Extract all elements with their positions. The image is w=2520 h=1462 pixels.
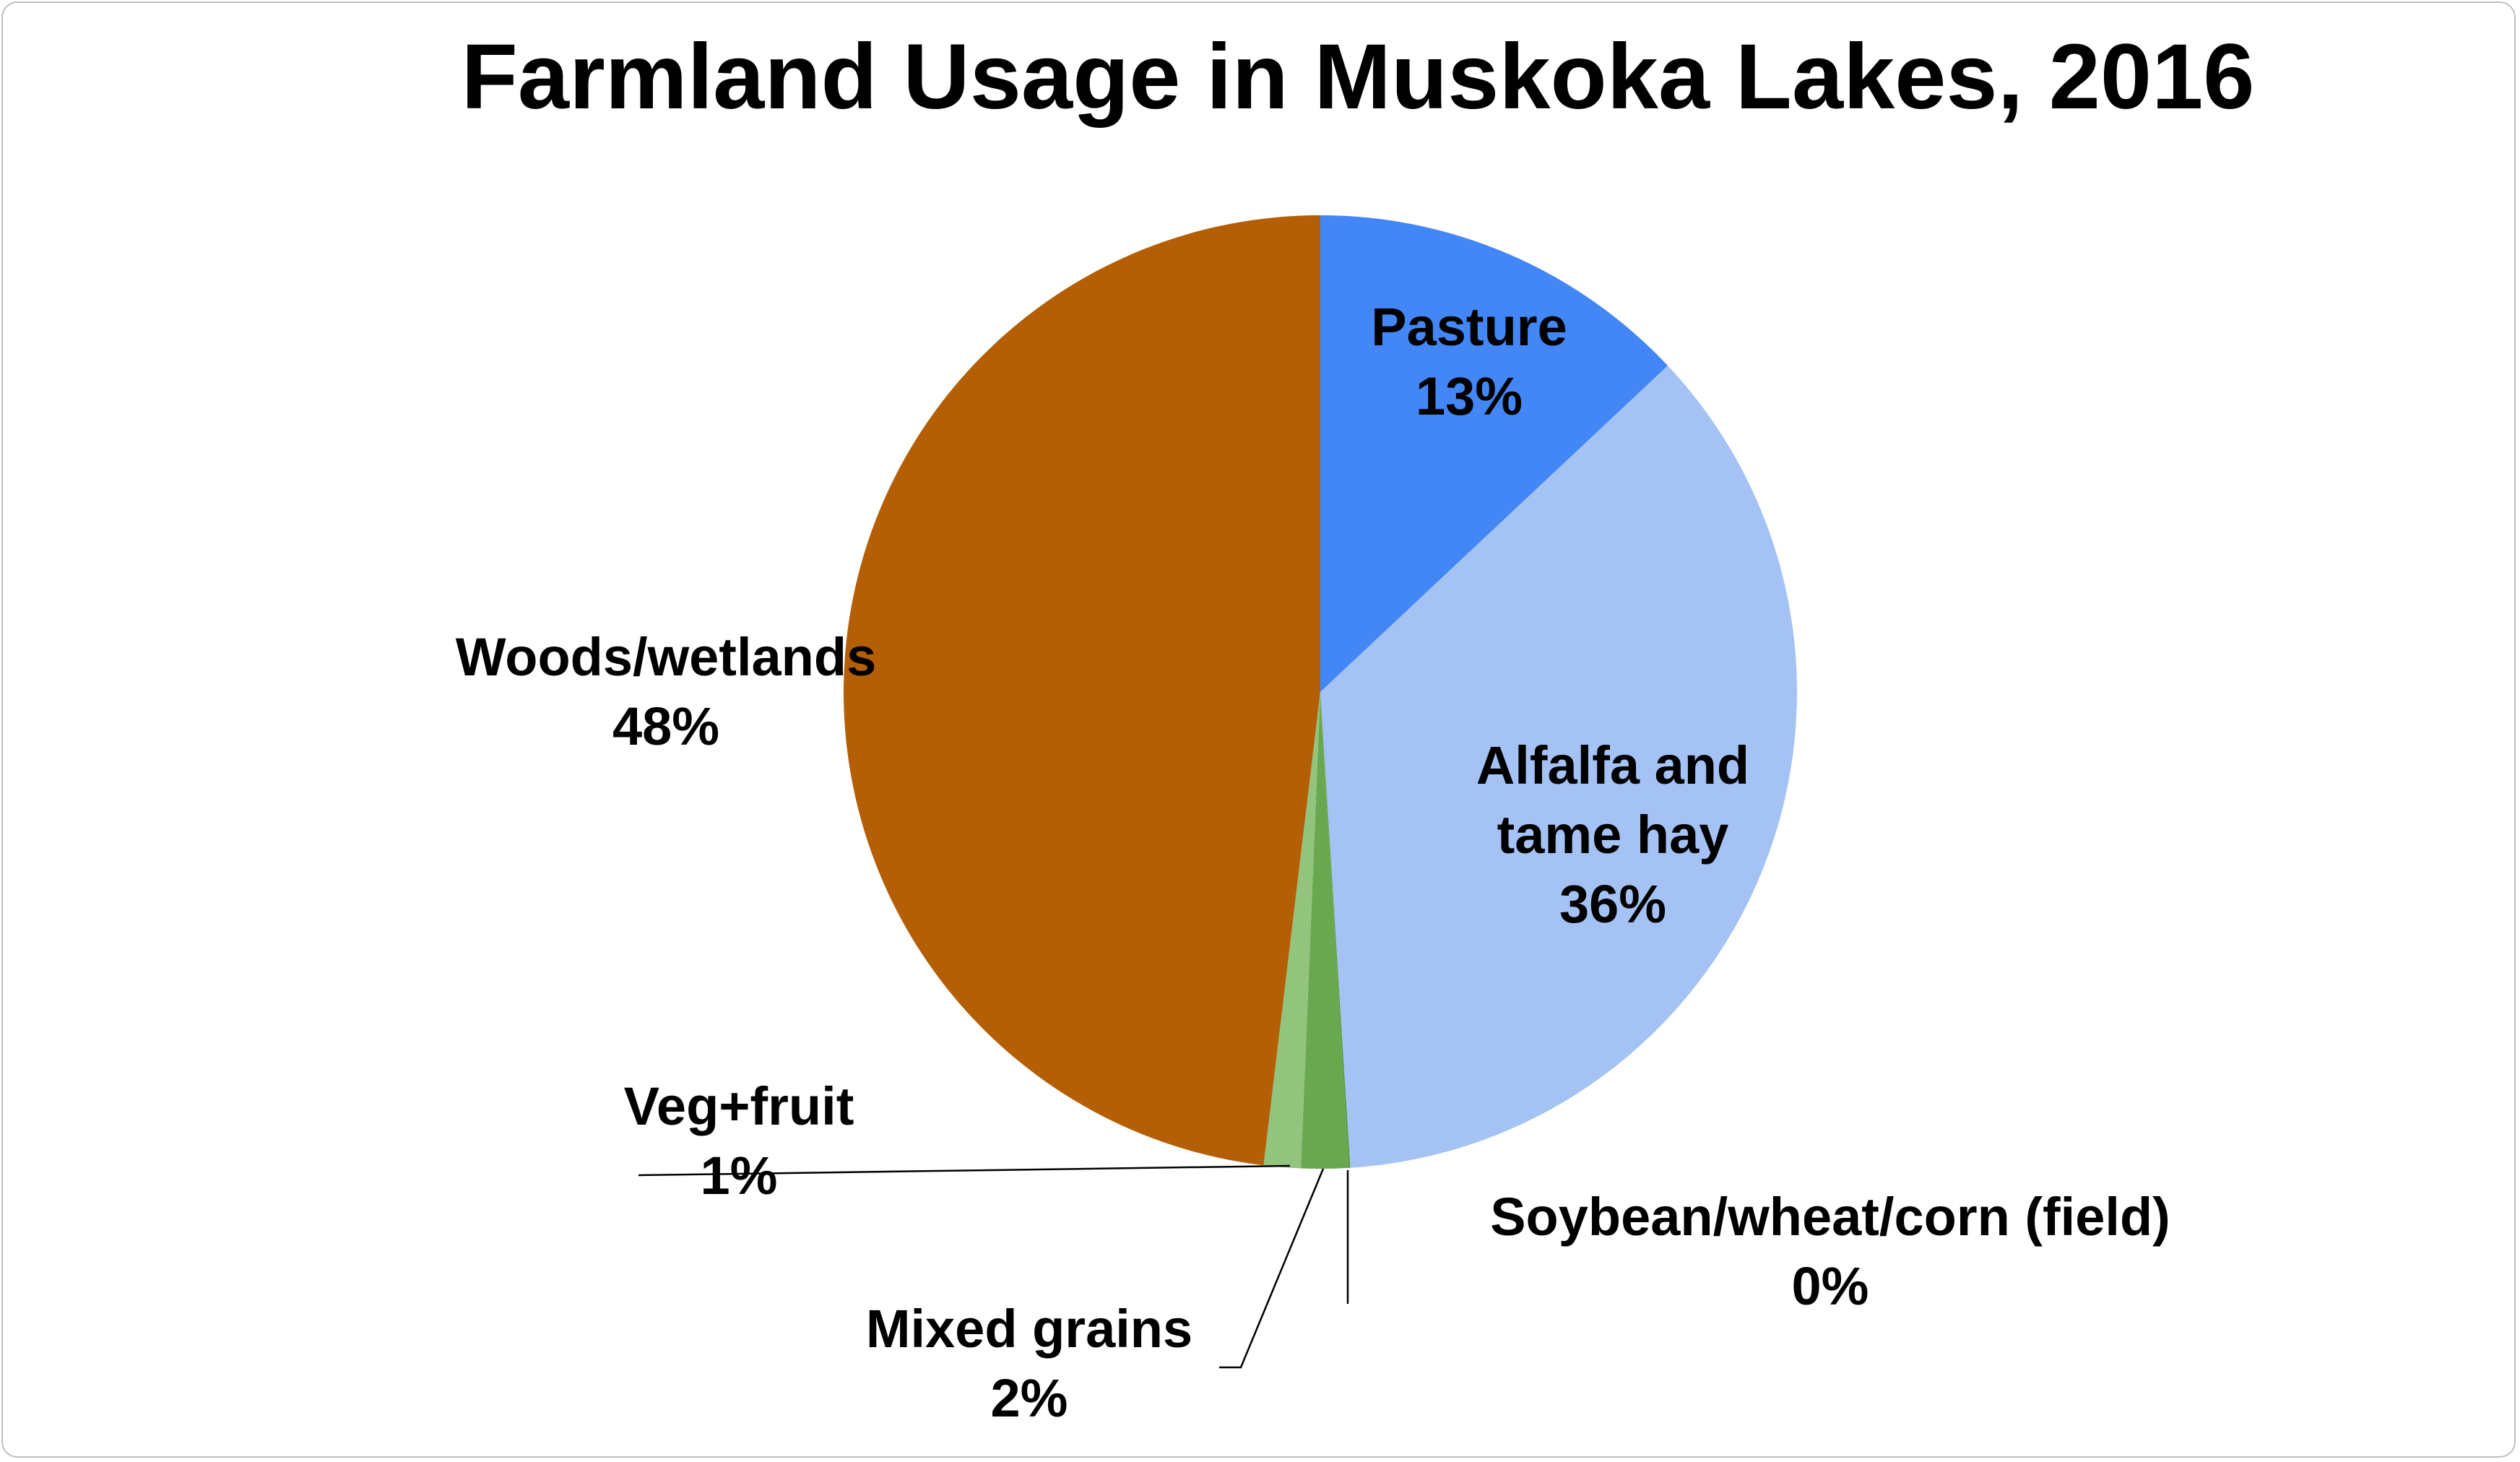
pie-slice-mixed-grains	[1301, 692, 1349, 1169]
leader-lines	[638, 1164, 1349, 1369]
slice-labels: Pasture 13% Alfalfa and tame hay 36% Soybean/…	[456, 297, 2170, 1428]
data-label-name: Veg+fruit	[624, 1076, 854, 1136]
pie-slice-pasture	[1320, 215, 1668, 692]
data-label-veg-fruit: Veg+fruit 1%	[624, 1076, 854, 1206]
data-label-name: Soybean/wheat/corn (field)	[1490, 1187, 2170, 1247]
data-label-value: 36%	[1559, 874, 1666, 934]
data-label-value: 48%	[612, 696, 719, 756]
pie-slice-veg-fruit	[1263, 692, 1320, 1169]
leader-line-veg-fruit	[638, 1164, 1291, 1177]
pie-slice-alfalfa-and-tame-hay	[1320, 366, 1797, 1168]
data-label-name: Pasture	[1371, 297, 1567, 357]
data-label-woods-wetlands: Woods/wetlands 48%	[456, 627, 876, 756]
leader-line-mixed-grains	[1219, 1168, 1325, 1369]
data-label-name: tame hay	[1497, 805, 1729, 865]
data-label-pasture: Pasture 13%	[1371, 297, 1567, 426]
data-label-name: Mixed grains	[866, 1299, 1192, 1359]
data-label-name: Alfalfa and	[1476, 735, 1749, 795]
pie-slices	[844, 215, 1797, 1169]
data-label-soybean-wheat-corn-field: Soybean/wheat/corn (field) 0%	[1490, 1187, 2170, 1316]
pie-slice-woods-wetlands	[844, 215, 1320, 1166]
data-label-value: 2%	[991, 1368, 1068, 1428]
data-label-value: 13%	[1416, 366, 1523, 426]
data-label-name: Woods/wetlands	[456, 627, 876, 687]
data-label-value: 1%	[701, 1146, 778, 1206]
chart-title: Farmland Usage in Muskoka Lakes, 2016	[462, 25, 2255, 129]
data-label-mixed-grains: Mixed grains 2%	[866, 1299, 1192, 1428]
pie-slice-soybean-wheat-corn-field	[1320, 692, 1351, 1168]
data-label-value: 0%	[1792, 1256, 1869, 1316]
data-label-alfalfa-and-tame-hay: Alfalfa and tame hay 36%	[1476, 735, 1749, 934]
